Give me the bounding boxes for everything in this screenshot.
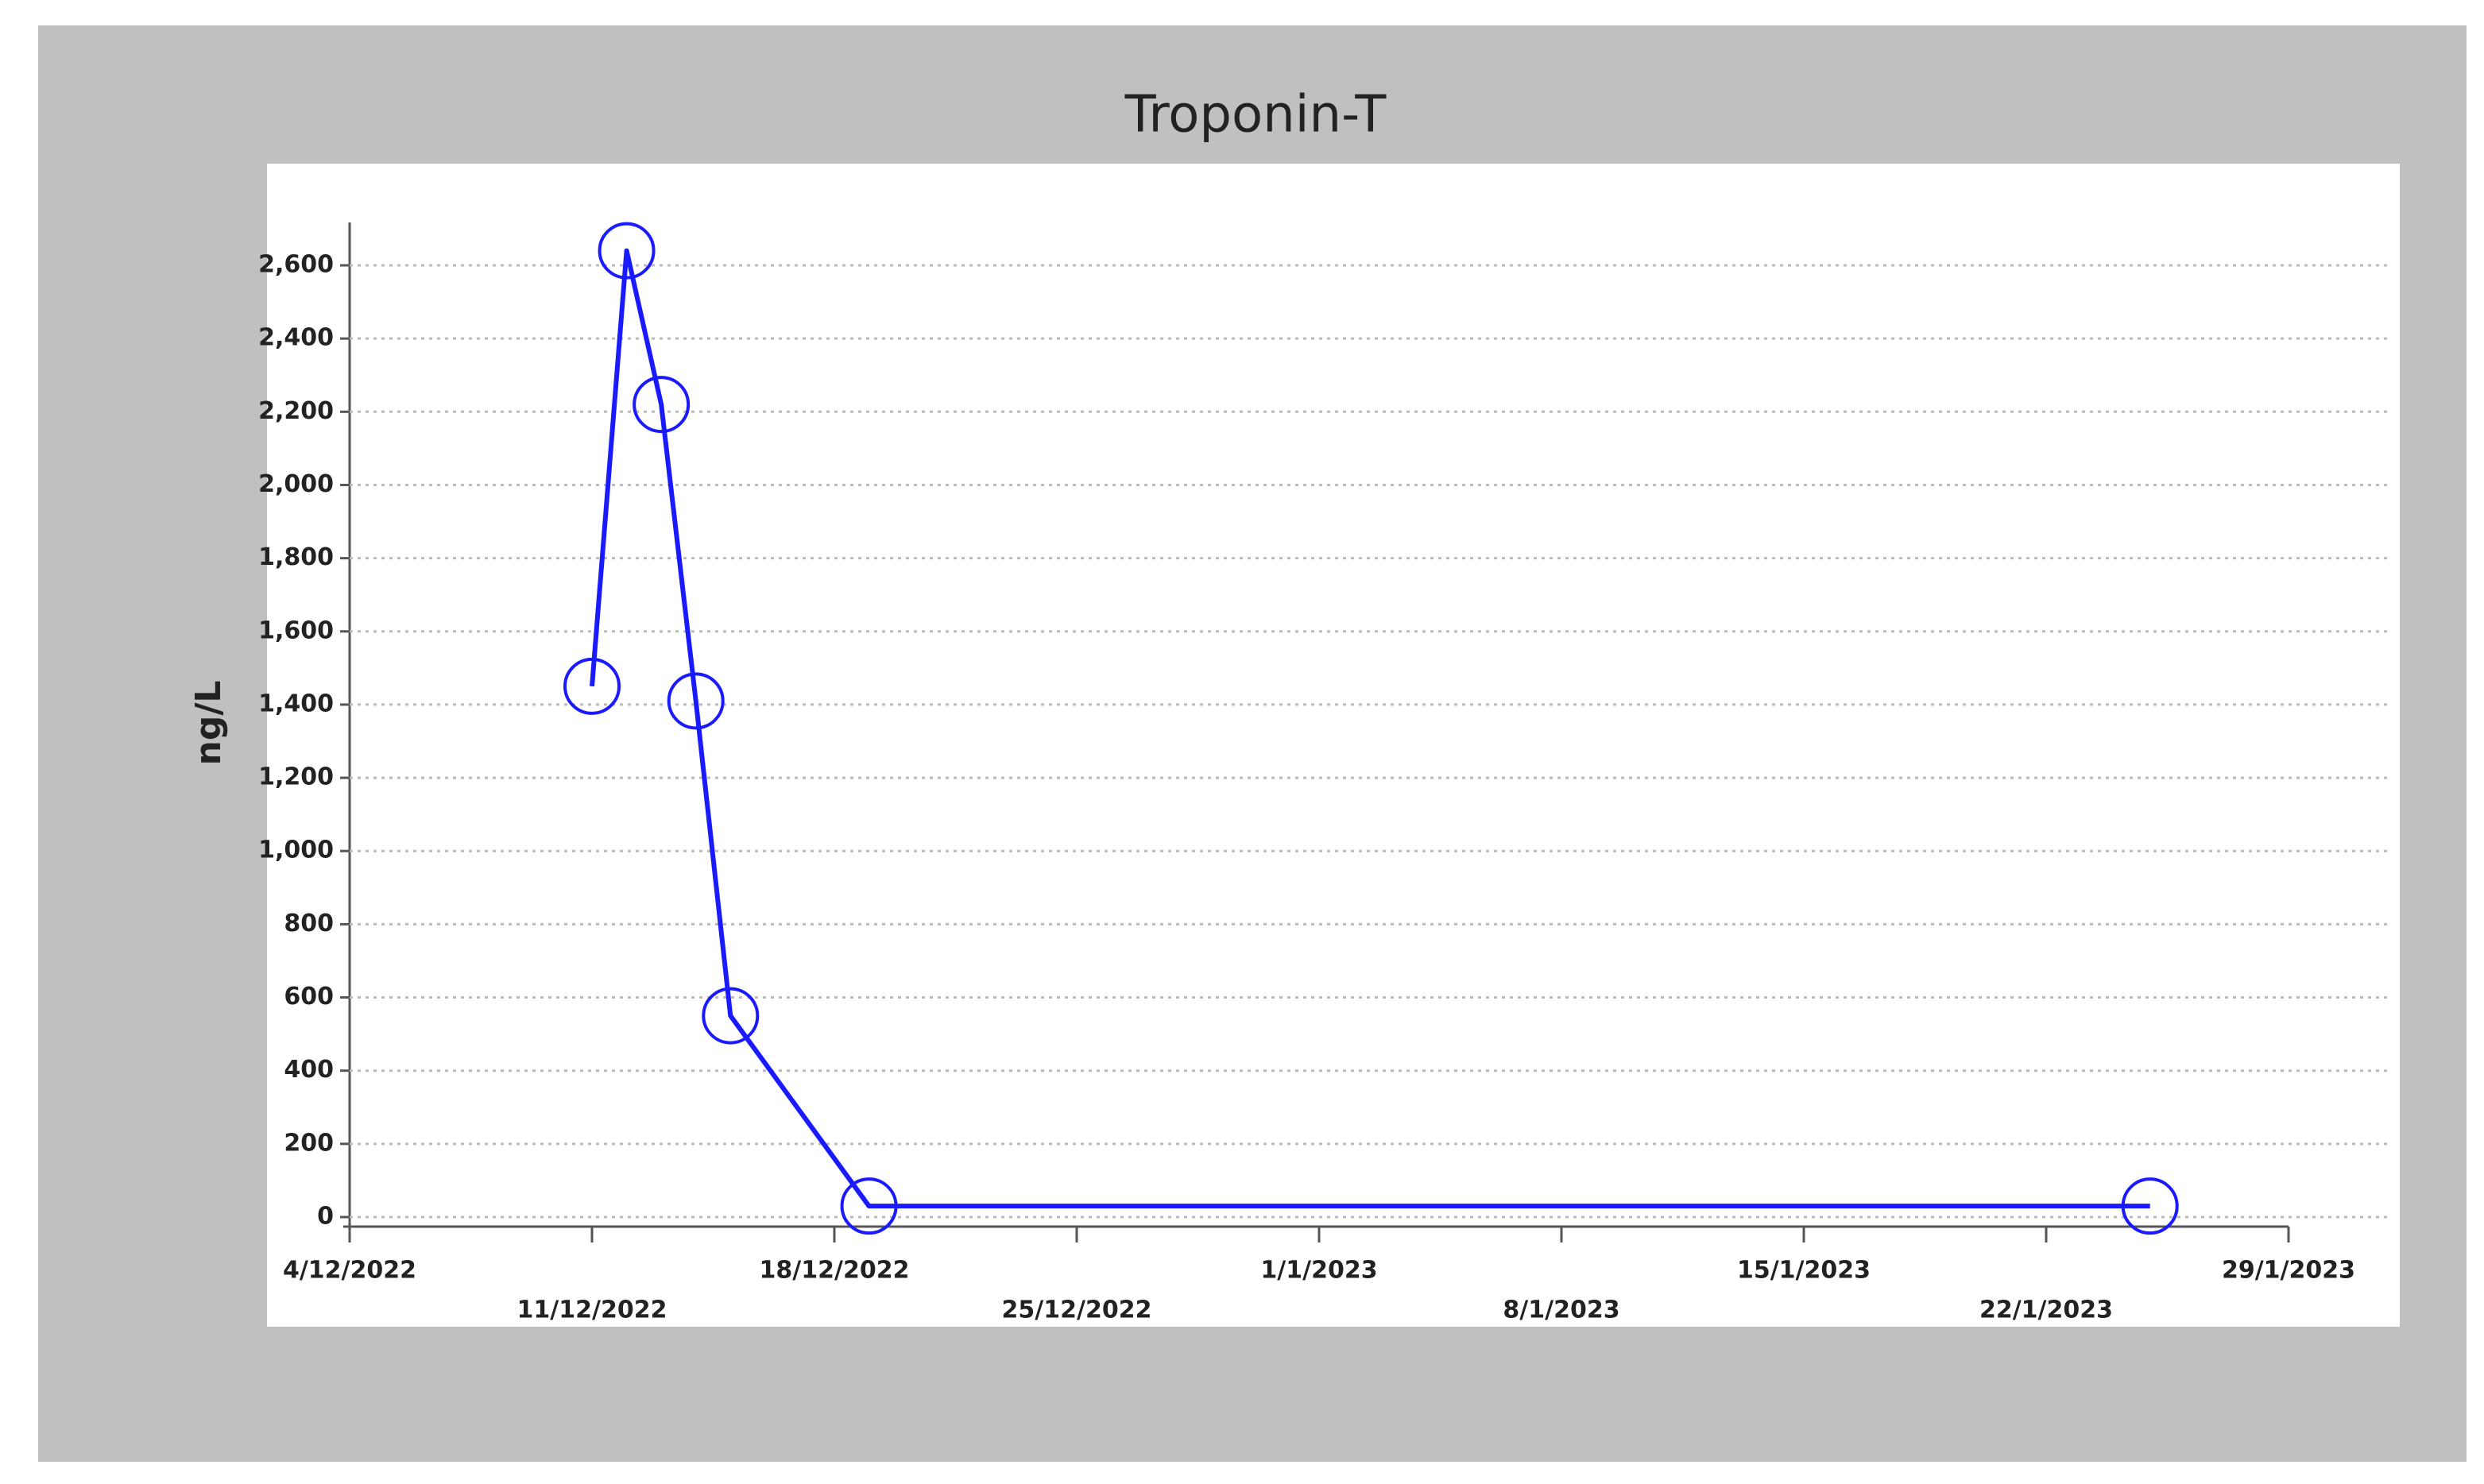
x-tick-label: 8/1/2023 [1503,1297,1619,1324]
x-tick-label: 15/1/2023 [1737,1257,1871,1285]
y-tick-label: 800 [284,910,334,937]
data-point [563,657,621,715]
y-tick-label: 1,400 [258,690,334,717]
x-tick-label: 25/12/2022 [1002,1297,1152,1324]
data-point [840,1177,898,1235]
data-point [2121,1177,2179,1235]
y-tick-label: 2,000 [258,470,334,498]
chart-title: Troponin-T [1124,86,1387,145]
plot-panel [267,164,2400,1327]
data-point [702,987,760,1045]
data-point [598,222,656,280]
y-tick-label: 1,000 [258,837,334,864]
x-tick-label: 29/1/2023 [2222,1257,2355,1285]
data-point [633,376,691,434]
y-tick-label: 2,200 [258,397,334,425]
x-tick-label: 18/12/2022 [760,1257,910,1285]
x-tick-label: 1/1/2023 [1260,1257,1377,1285]
y-axis-label: ng/L [188,681,229,766]
x-tick-label: 22/1/2023 [1979,1297,2113,1324]
y-tick-label: 0 [317,1203,334,1231]
y-tick-label: 1,800 [258,543,334,571]
y-tick-label: 600 [284,983,334,1011]
y-tick-label: 200 [284,1129,334,1157]
x-tick-label: 11/12/2022 [517,1297,667,1324]
y-tick-label: 1,600 [258,616,334,644]
y-tick-label: 2,600 [258,251,334,279]
y-tick-label: 1,200 [258,763,334,791]
y-tick-label: 400 [284,1056,334,1084]
data-point [667,672,725,730]
y-tick-label: 2,400 [258,324,334,352]
x-tick-label: 4/12/2022 [283,1257,416,1285]
data-line [590,248,2150,1209]
